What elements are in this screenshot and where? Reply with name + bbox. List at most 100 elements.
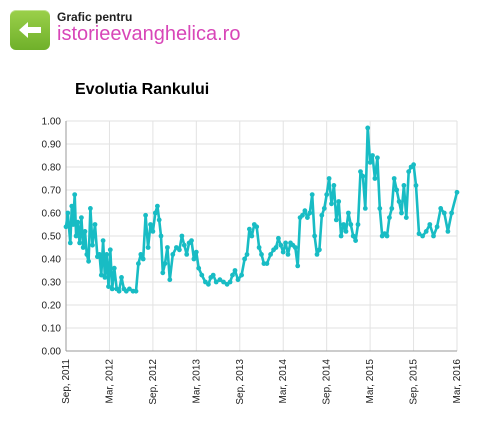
data-point <box>305 215 310 221</box>
data-point <box>372 176 378 181</box>
data-point <box>416 231 422 237</box>
data-point <box>370 153 375 158</box>
data-point <box>264 261 270 266</box>
data-point <box>367 160 373 165</box>
left-arrow-icon <box>19 22 41 38</box>
data-point <box>350 233 356 239</box>
site-link[interactable]: istorieevanghelica.ro <box>57 23 241 45</box>
x-tick-label: Mar, 2016 <box>452 359 463 404</box>
data-point <box>235 277 241 283</box>
data-point <box>438 206 444 211</box>
chart-title: Evolutia Rankului <box>75 81 210 98</box>
data-point <box>254 224 260 230</box>
data-point <box>72 192 78 198</box>
x-tick-label: Mar, 2014 <box>278 359 289 404</box>
data-point <box>406 169 412 175</box>
data-point <box>189 238 194 244</box>
x-tick-label: Mar, 2013 <box>191 359 202 404</box>
data-point <box>358 169 363 175</box>
data-point <box>353 238 358 244</box>
data-point <box>317 247 322 253</box>
data-point <box>333 217 339 223</box>
data-point <box>155 203 160 209</box>
series-line <box>64 126 459 293</box>
data-point <box>295 263 301 269</box>
data-point <box>100 238 106 244</box>
data-point <box>348 222 354 227</box>
data-point <box>111 265 117 271</box>
data-point <box>331 183 337 188</box>
data-point <box>73 233 79 239</box>
data-point <box>152 210 158 216</box>
data-point <box>278 242 284 248</box>
header-label: Grafic pentru <box>57 10 133 24</box>
data-point <box>191 256 197 262</box>
data-point <box>177 247 182 253</box>
data-point <box>292 245 298 250</box>
data-point <box>389 206 395 211</box>
data-point <box>102 275 108 280</box>
data-point <box>329 201 334 207</box>
data-point <box>449 210 454 216</box>
data-point <box>273 245 279 250</box>
data-point <box>341 222 346 227</box>
y-tick-label: 0.80 <box>42 163 62 174</box>
data-point <box>391 176 397 181</box>
data-point <box>307 210 313 216</box>
y-tick-label: 0.20 <box>42 301 62 312</box>
data-point <box>80 245 86 250</box>
data-point <box>167 277 173 283</box>
data-point <box>309 192 315 198</box>
data-point <box>227 279 233 285</box>
data-point <box>133 288 139 294</box>
y-tick-label: 0.00 <box>42 347 62 358</box>
x-tick-label: Mar, 2012 <box>104 359 115 404</box>
data-point <box>148 222 153 227</box>
data-point <box>156 217 162 223</box>
data-point <box>394 187 400 193</box>
data-point <box>321 206 327 211</box>
data-point <box>206 281 211 287</box>
data-point <box>165 245 170 250</box>
data-point <box>242 256 248 262</box>
data-point <box>445 229 451 234</box>
data-point <box>441 210 447 216</box>
data-point <box>338 233 344 239</box>
data-point <box>213 279 219 285</box>
y-tick-label: 0.40 <box>42 255 62 266</box>
data-point <box>300 212 305 218</box>
data-point <box>97 252 102 257</box>
data-point <box>92 222 98 227</box>
data-point <box>423 229 429 234</box>
y-tick-label: 0.30 <box>42 278 62 289</box>
data-point <box>150 229 156 234</box>
data-point <box>179 233 185 239</box>
data-point <box>181 242 187 248</box>
data-point <box>90 242 95 248</box>
data-point <box>256 245 262 250</box>
data-point <box>362 206 368 211</box>
data-point <box>98 272 104 278</box>
data-point <box>314 252 320 257</box>
data-point <box>65 210 71 216</box>
data-point <box>67 240 73 246</box>
y-tick-label: 0.70 <box>42 186 62 197</box>
data-point <box>283 240 288 246</box>
x-tick-label: Mar, 2015 <box>365 359 376 404</box>
data-point <box>239 272 245 278</box>
data-point <box>377 206 383 211</box>
data-point <box>249 233 255 239</box>
data-point <box>136 261 141 266</box>
data-point <box>411 162 416 168</box>
y-tick-label: 0.60 <box>42 209 62 220</box>
data-point <box>210 272 216 278</box>
data-point <box>319 212 325 218</box>
data-point <box>86 258 91 264</box>
back-button[interactable] <box>10 10 50 50</box>
data-point <box>431 233 436 239</box>
data-point <box>259 252 264 257</box>
data-point <box>69 203 75 209</box>
data-point <box>196 265 202 271</box>
x-tick-label: Sep, 2015 <box>409 359 420 405</box>
y-tick-label: 0.10 <box>42 324 62 335</box>
